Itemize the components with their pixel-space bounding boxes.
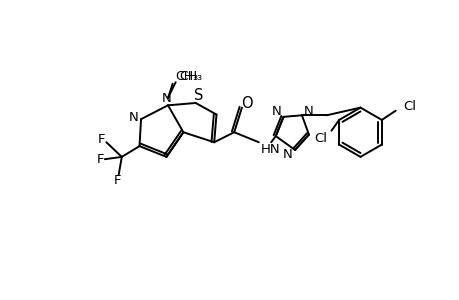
Text: CH₃: CH₃ <box>179 70 202 83</box>
Text: Cl: Cl <box>403 100 415 113</box>
Text: O: O <box>241 96 252 111</box>
Text: F: F <box>96 153 104 166</box>
Text: N: N <box>129 111 139 124</box>
Text: N: N <box>283 148 292 161</box>
Text: CH₃: CH₃ <box>175 70 198 83</box>
Text: Cl: Cl <box>313 132 326 145</box>
Text: N: N <box>303 105 313 118</box>
Text: F: F <box>98 133 105 146</box>
Text: F: F <box>113 174 121 187</box>
Text: S: S <box>194 88 203 103</box>
Text: HN: HN <box>261 143 280 157</box>
Text: N: N <box>161 92 171 105</box>
Text: N: N <box>271 105 281 118</box>
